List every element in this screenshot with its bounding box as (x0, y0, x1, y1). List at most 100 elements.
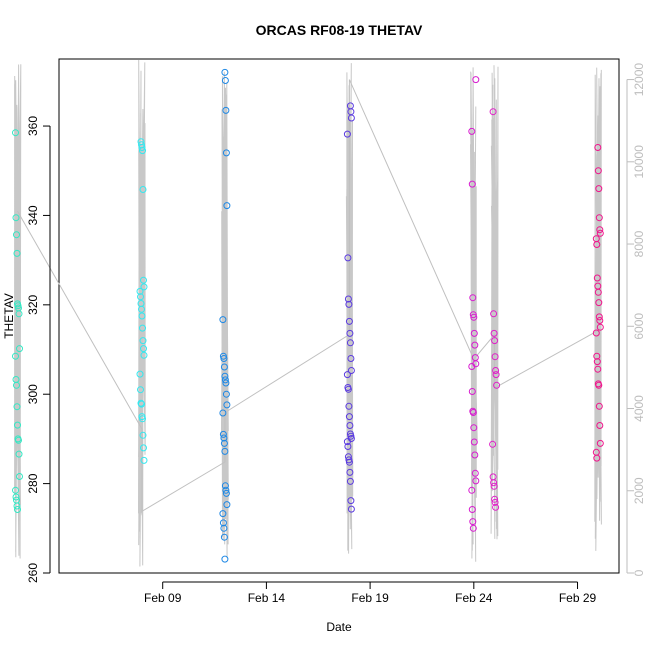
data-point (468, 180, 476, 188)
data-point (469, 311, 477, 319)
data-point (220, 439, 228, 447)
data-point (219, 510, 227, 518)
data-point (471, 469, 479, 477)
data-point (468, 506, 476, 513)
data-point (14, 506, 21, 513)
data-point (343, 371, 351, 379)
data-point (471, 451, 479, 459)
data-point (595, 381, 603, 389)
data-point (596, 422, 604, 429)
data-point (595, 402, 603, 410)
y-tick-label: 360 (26, 116, 40, 136)
data-point (140, 345, 147, 353)
data-point (221, 555, 229, 563)
data-point (140, 276, 147, 284)
data-point (136, 287, 144, 295)
y-tick-label: 280 (26, 473, 40, 493)
data-point (492, 371, 500, 379)
data-point (470, 329, 478, 337)
data-point (594, 288, 602, 296)
data-point (15, 450, 23, 458)
data-point (346, 468, 354, 476)
data-point (491, 495, 499, 503)
data-point (138, 305, 145, 313)
data-point (221, 376, 229, 384)
data-point (595, 214, 603, 222)
data-point (491, 353, 499, 361)
data-point (594, 144, 602, 151)
y-tick-label: 340 (26, 205, 40, 225)
data-point (221, 482, 229, 490)
x-axis-label: Date (326, 620, 352, 634)
data-point (596, 226, 604, 234)
data-point (139, 337, 147, 345)
points-layer (12, 68, 604, 563)
data-point (470, 438, 478, 446)
data-point (469, 294, 477, 302)
data-point (345, 413, 353, 421)
data-point (222, 486, 230, 494)
data-point (139, 415, 146, 423)
data-point (16, 473, 23, 480)
data-point (13, 403, 21, 411)
y2-tick-label: 10000 (632, 145, 646, 179)
data-point (595, 185, 603, 193)
x-tick-label: Feb 29 (559, 591, 597, 605)
data-point (139, 147, 146, 155)
data-point (469, 518, 477, 526)
data-point (594, 167, 602, 175)
data-point (139, 431, 147, 439)
data-point (344, 295, 352, 303)
data-point (489, 108, 497, 116)
data-point (219, 430, 227, 438)
data-point (490, 479, 498, 487)
data-point (490, 482, 498, 490)
data-point (471, 341, 479, 349)
data-point (223, 202, 231, 210)
data-point (593, 352, 601, 360)
data-point (15, 310, 23, 318)
x-tick-label: Feb 14 (248, 591, 286, 605)
data-point (491, 337, 499, 345)
data-point (343, 438, 351, 446)
altitude-layer (14, 59, 602, 567)
plot-frame (58, 58, 620, 574)
y-tick-label: 300 (26, 384, 40, 404)
data-point (222, 106, 230, 114)
data-point (221, 68, 229, 76)
data-point (468, 486, 476, 494)
y-tick-label: 320 (26, 294, 40, 314)
data-point (220, 363, 228, 371)
data-point (489, 440, 497, 448)
data-point (592, 329, 600, 337)
data-point (347, 367, 355, 374)
data-point (220, 533, 228, 541)
data-point (346, 477, 354, 485)
data-point (492, 367, 500, 374)
chart-title: ORCAS RF08-19 THETAV (256, 22, 423, 38)
data-point (220, 355, 228, 362)
data-point (222, 489, 230, 497)
data-point (596, 229, 604, 237)
data-point (222, 379, 230, 387)
data-point (12, 129, 19, 137)
data-point (472, 76, 480, 84)
data-point (596, 317, 604, 324)
data-point (344, 385, 352, 393)
data-point (347, 505, 355, 513)
data-point (221, 77, 229, 84)
data-point (12, 214, 20, 222)
data-point (345, 317, 353, 325)
data-point (472, 477, 480, 485)
data-point (137, 386, 144, 394)
data-point (595, 299, 603, 307)
data-point (137, 293, 144, 301)
data-point (221, 447, 229, 455)
data-point (593, 241, 601, 248)
altitude-burst (594, 67, 602, 551)
data-point (469, 524, 477, 532)
data-point (345, 458, 353, 466)
data-point (140, 444, 147, 452)
data-point (490, 329, 498, 337)
data-point (220, 524, 228, 532)
